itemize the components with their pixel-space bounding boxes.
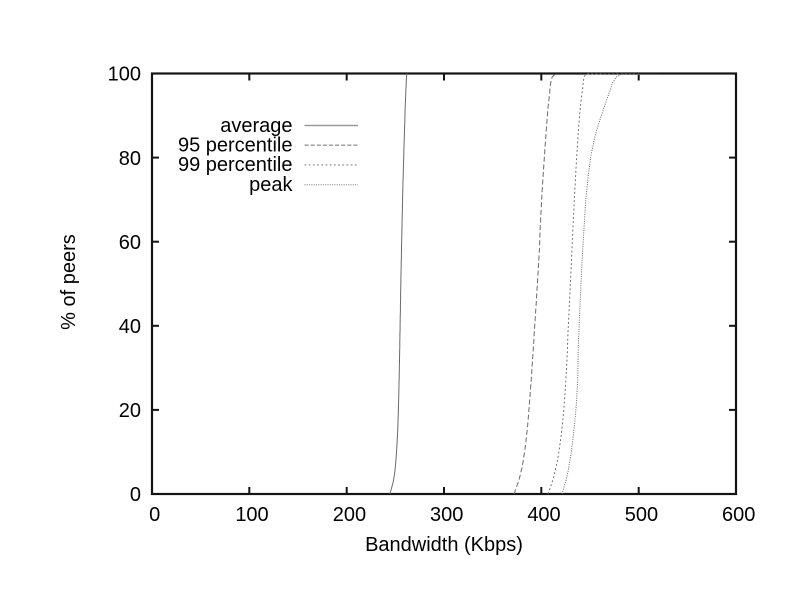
svg-text:peak: peak [249, 174, 293, 196]
svg-text:40: 40 [119, 316, 141, 338]
svg-text:100: 100 [108, 64, 141, 86]
svg-text:100: 100 [235, 504, 268, 526]
svg-text:average: average [220, 115, 292, 137]
svg-text:300: 300 [430, 504, 463, 526]
svg-text:0: 0 [130, 484, 141, 506]
svg-text:600: 600 [722, 504, 755, 526]
svg-text:% of peers: % of peers [58, 234, 80, 330]
svg-text:95 percentile: 95 percentile [178, 135, 293, 157]
svg-text:400: 400 [527, 504, 560, 526]
svg-text:99 percentile: 99 percentile [178, 154, 293, 176]
svg-text:0: 0 [149, 504, 160, 526]
svg-text:200: 200 [333, 504, 366, 526]
svg-text:500: 500 [625, 504, 658, 526]
svg-text:80: 80 [119, 148, 141, 170]
svg-text:Bandwidth (Kbps): Bandwidth (Kbps) [365, 534, 523, 556]
svg-text:20: 20 [119, 400, 141, 422]
svg-text:60: 60 [119, 232, 141, 254]
